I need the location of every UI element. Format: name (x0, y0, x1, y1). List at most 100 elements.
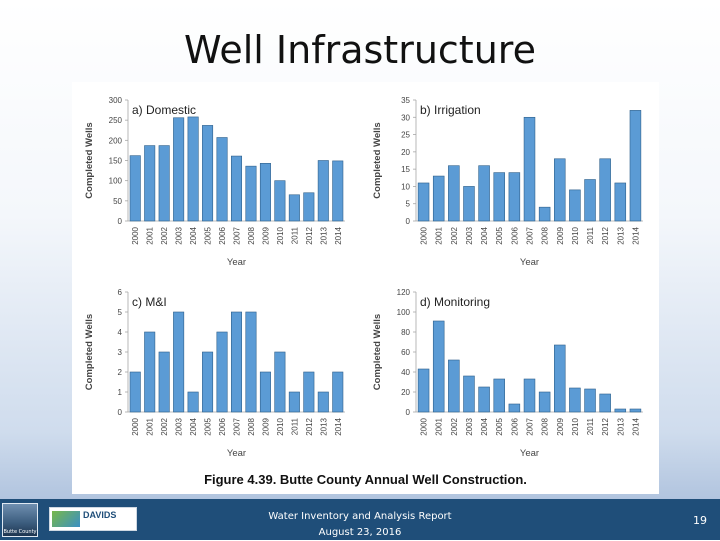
x-tick-label: 2014 (334, 417, 343, 435)
davids-logo-text: DAVIDS (83, 510, 117, 520)
y-tick-label: 0 (118, 217, 123, 226)
x-tick-label: 2010 (276, 417, 285, 435)
bar-2007 (230, 155, 243, 222)
x-tick-label: 2000 (131, 417, 140, 435)
x-tick-label: 2013 (319, 226, 328, 244)
x-tick-label: 2005 (204, 417, 213, 435)
bar-2006 (508, 403, 521, 413)
bar-2011 (288, 194, 300, 222)
bar-2004 (478, 386, 490, 413)
x-tick-label: 2002 (450, 226, 459, 244)
y-tick-label: 1 (118, 388, 123, 397)
davids-logo-mark-icon (52, 511, 80, 527)
bar-2006 (216, 331, 228, 413)
chart-panel-2: 0 1 2 3 4 5 6 2000 2001 2002 2003 2004 2005 2006 2007 2… (84, 288, 345, 459)
y-tick-label: 200 (109, 136, 123, 145)
bar-2007 (230, 311, 243, 413)
bar-2002 (448, 359, 460, 413)
y-tick-label: 60 (401, 348, 410, 357)
bar-2010 (274, 351, 286, 413)
x-tick-label: 2008 (541, 226, 550, 244)
x-tick-label: 2000 (420, 417, 429, 435)
y-tick-label: 2 (118, 368, 123, 377)
page-number: 19 (693, 514, 707, 527)
bar-2002 (158, 351, 170, 413)
bar-2002 (158, 145, 170, 222)
x-tick-label: 2000 (420, 226, 429, 244)
figure-caption: Figure 4.39. Butte County Annual Well Co… (204, 472, 527, 487)
chart-panel-3: 0 20 40 60 80 100 120 2000 2001 2002 2003 2004 2005 2… (372, 288, 643, 459)
x-tick-label: 2008 (247, 417, 256, 435)
bar-2000 (417, 182, 430, 222)
bar-2006 (216, 137, 228, 222)
bar-2008 (245, 165, 257, 222)
butte-county-logo: Butte County (2, 503, 38, 537)
x-tick-label: 2013 (616, 417, 625, 435)
bar-2009 (554, 158, 566, 222)
bar-2009 (259, 163, 271, 222)
bar-2001 (144, 331, 156, 413)
x-tick-label: 2006 (218, 226, 227, 244)
bar-2005 (202, 351, 214, 413)
butte-county-logo-text: Butte County (3, 529, 37, 535)
bar-2010 (569, 387, 581, 413)
bar-2008 (538, 391, 551, 413)
x-tick-label: 2014 (334, 226, 343, 244)
x-axis-title: Year (520, 257, 539, 268)
figure-panel: 0 50 100 150 200 250 300 2000 2001 2002 2003 2004 20… (72, 82, 659, 494)
bar-2012 (599, 158, 611, 222)
x-tick-label: 2011 (290, 417, 299, 435)
bar-2007 (523, 378, 536, 413)
y-tick-label: 3 (118, 348, 123, 357)
x-tick-label: 2006 (218, 417, 227, 435)
y-tick-label: 0 (406, 408, 411, 417)
x-tick-label: 2009 (556, 417, 565, 435)
x-tick-label: 2010 (571, 417, 580, 435)
bar-2012 (303, 371, 315, 413)
x-tick-label: 2004 (480, 417, 489, 435)
y-tick-label: 10 (401, 182, 410, 191)
bar-2000 (417, 368, 430, 413)
bar-2005 (202, 125, 214, 222)
y-axis-title: Completed Wells (84, 122, 95, 198)
x-tick-label: 2003 (465, 417, 474, 435)
bar-2013 (614, 182, 627, 222)
slide-title: Well Infrastructure (184, 28, 536, 72)
bar-2012 (599, 393, 611, 413)
x-tick-label: 2011 (586, 226, 595, 244)
x-tick-label: 2002 (160, 226, 169, 244)
x-tick-label: 2009 (261, 226, 270, 244)
y-tick-label: 150 (109, 157, 123, 166)
x-tick-label: 2003 (175, 226, 184, 244)
x-tick-label: 2012 (305, 226, 314, 244)
y-tick-label: 0 (406, 217, 411, 226)
x-tick-label: 2007 (526, 226, 535, 244)
y-tick-label: 40 (401, 368, 410, 377)
y-tick-label: 30 (401, 113, 410, 122)
panel-title: d) Monitoring (420, 295, 490, 309)
panel-title: b) Irrigation (420, 103, 481, 117)
bar-2009 (259, 371, 271, 413)
bar-2001 (432, 175, 445, 222)
bar-2010 (569, 189, 581, 222)
bar-2004 (478, 165, 490, 222)
bar-2000 (129, 371, 141, 413)
x-tick-label: 2004 (189, 226, 198, 244)
y-tick-label: 25 (401, 131, 410, 140)
y-tick-label: 5 (406, 200, 411, 209)
x-tick-label: 2012 (601, 417, 610, 435)
footer-date: August 23, 2016 (318, 527, 402, 538)
x-tick-label: 2011 (290, 226, 299, 244)
x-tick-label: 2001 (435, 226, 444, 244)
bar-2008 (538, 206, 551, 222)
x-tick-label: 2009 (556, 226, 565, 244)
x-tick-label: 2006 (510, 226, 519, 244)
y-tick-label: 100 (397, 308, 411, 317)
bar-2003 (463, 375, 475, 413)
y-tick-label: 20 (401, 148, 410, 157)
y-tick-label: 5 (118, 308, 123, 317)
bar-2014 (332, 371, 344, 413)
bar-2004 (187, 116, 199, 222)
y-tick-label: 6 (118, 288, 123, 297)
